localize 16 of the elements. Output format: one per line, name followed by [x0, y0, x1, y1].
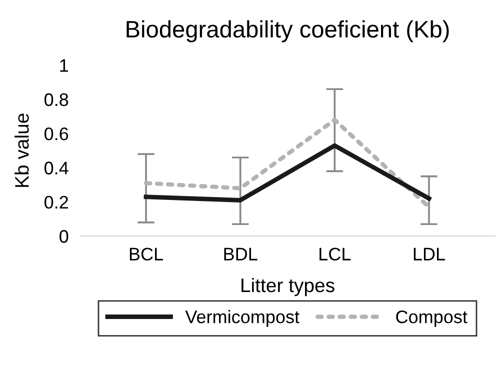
y-tick-label: 0.4: [44, 162, 68, 174]
x-tick-label: BCL: [130, 248, 163, 260]
x-tick-label: BDL: [224, 248, 258, 260]
x-axis-title: Litter types: [242, 278, 334, 296]
y-tick-label: 0: [60, 230, 68, 243]
legend-label: Compost: [396, 310, 468, 327]
y-tick-label: 1: [60, 59, 68, 72]
y-tick-label: 0.2: [44, 196, 68, 209]
chart-title: Biodegradability coeficient (Kb): [126, 20, 449, 42]
x-tick-label: LCL: [320, 248, 351, 260]
x-tick-label: LDL: [414, 248, 445, 260]
y-tick-label: 0.8: [44, 93, 68, 106]
y-axis-title: Kb value: [14, 114, 29, 187]
y-tick-label: 0.6: [44, 127, 68, 140]
line-series: [144, 143, 432, 202]
legend-label: Vermicompost: [185, 310, 300, 327]
